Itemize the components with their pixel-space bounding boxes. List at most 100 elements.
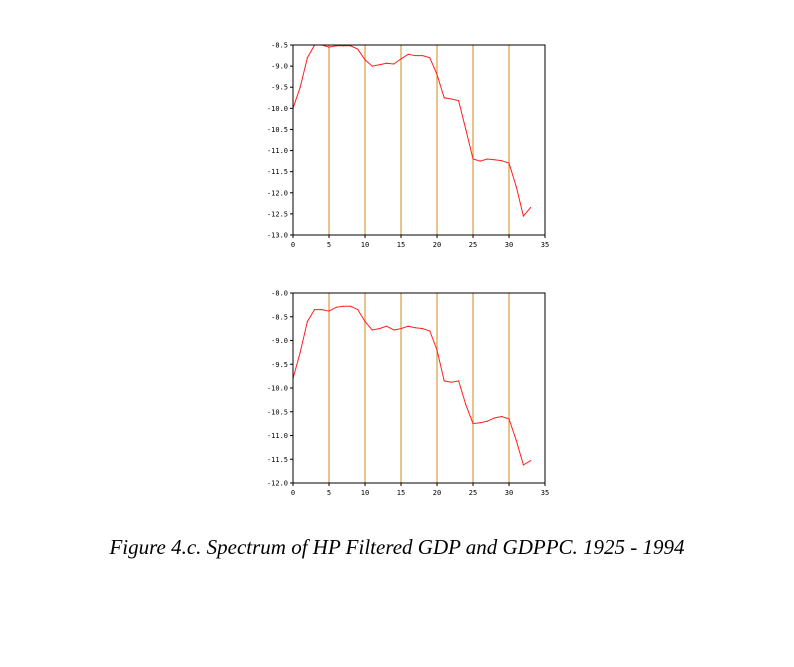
data-point [465, 128, 467, 131]
spectrum-series-line [292, 305, 531, 466]
data-point [350, 45, 352, 47]
x-tick-label: 10 [361, 489, 369, 497]
x-tick-label: 5 [327, 241, 331, 249]
y-tick-label: -11.0 [267, 147, 288, 155]
y-tick-label: -11.5 [267, 168, 288, 176]
data-point [472, 158, 474, 160]
y-tick-label: -12.0 [267, 189, 288, 197]
data-point [494, 417, 496, 419]
x-tick-label: 35 [541, 241, 549, 249]
data-point [314, 309, 316, 311]
data-point [486, 420, 488, 422]
data-point [378, 64, 380, 66]
spectrum-series-line [292, 44, 531, 218]
y-tick-label: -10.5 [267, 126, 288, 134]
data-point [371, 65, 373, 67]
x-tick-label: 15 [397, 241, 405, 249]
data-point [501, 160, 503, 162]
data-point [450, 98, 452, 100]
data-point [515, 439, 517, 441]
spectrum-chart-gdppc: -8.0 -8.5 -9.0 -9.5 -10.0 -10.5 -11.0 -11.5 -12.… [256, 286, 556, 506]
data-point [429, 330, 431, 332]
data-point [443, 380, 445, 382]
x-tick-label: 30 [505, 241, 513, 249]
data-point [422, 54, 424, 57]
data-point [522, 215, 524, 217]
data-point [357, 309, 359, 311]
data-point [393, 329, 395, 331]
y-tick-label: -12.5 [267, 210, 288, 218]
y-tick-label: -12.0 [267, 480, 288, 488]
data-point [400, 58, 402, 60]
data-point [465, 404, 467, 406]
data-point [436, 349, 438, 351]
data-point [479, 422, 481, 424]
data-point [328, 310, 330, 312]
data-point [443, 97, 445, 99]
plot-frame [292, 292, 546, 484]
data-point [386, 325, 388, 327]
x-tick-label: 15 [397, 489, 405, 497]
spectrum-chart-gdp: -8.5 -9.0 -9.5 -10.0 -10.5 -11.0 -11.5 -12.0 -12… [256, 38, 556, 258]
data-point [414, 54, 416, 57]
data-point [422, 328, 424, 330]
x-tick-label: 20 [433, 241, 441, 249]
data-point [357, 48, 359, 50]
data-point [306, 320, 308, 323]
data-point [508, 162, 510, 164]
data-point [508, 418, 510, 420]
data-point [530, 460, 532, 462]
data-point [364, 320, 366, 323]
data-point [407, 325, 409, 327]
y-tick-label: -9.5 [271, 84, 288, 92]
x-tick-label: 25 [469, 241, 477, 249]
x-tick-label: 30 [505, 489, 513, 497]
y-tick-label: -13.0 [267, 232, 288, 240]
data-point [407, 53, 409, 55]
x-tick-label: 0 [291, 241, 295, 249]
data-point [321, 309, 323, 311]
data-point [458, 380, 460, 382]
data-point [386, 62, 388, 64]
data-point [400, 328, 402, 330]
data-point [393, 63, 395, 65]
data-point [494, 159, 496, 161]
data-point [458, 100, 460, 102]
data-point [414, 327, 416, 329]
x-tick-label: 5 [327, 489, 331, 497]
y-tick-label: -8.5 [271, 42, 288, 50]
x-tick-label: 35 [541, 489, 549, 497]
data-point [350, 305, 352, 307]
data-point [515, 185, 517, 188]
chart-svg: -8.5 -9.0 -9.5 -10.0 -10.5 -11.0 -11.5 -12.0 -12… [267, 42, 549, 250]
data-point [378, 328, 380, 330]
data-point [328, 46, 330, 48]
x-tick-label: 0 [291, 489, 295, 497]
data-point [299, 351, 301, 353]
data-point [472, 423, 474, 425]
data-point [306, 57, 308, 59]
data-point [335, 45, 337, 47]
data-point [342, 45, 344, 47]
y-tick-label: -11.5 [267, 456, 288, 464]
plot-frame [292, 44, 546, 236]
y-tick-label: -8.5 [271, 313, 288, 321]
data-point [371, 329, 373, 331]
data-point [450, 381, 452, 383]
x-tick-label: 10 [361, 241, 369, 249]
y-tick-label: -9.0 [271, 63, 288, 71]
data-point [479, 160, 481, 162]
data-point [530, 206, 532, 209]
data-point [342, 305, 344, 307]
y-tick-label: -10.0 [267, 105, 288, 113]
data-point [364, 59, 366, 61]
y-tick-label: -9.0 [271, 337, 288, 345]
data-point [501, 415, 503, 418]
x-tick-label: 25 [469, 489, 477, 497]
chart-svg: -8.0 -8.5 -9.0 -9.5 -10.0 -10.5 -11.0 -11.5 -12.… [267, 290, 549, 498]
x-tick-label: 20 [433, 489, 441, 497]
y-tick-label: -9.5 [271, 361, 288, 369]
y-tick-label: -11.0 [267, 432, 288, 440]
y-tick-label: -10.5 [267, 408, 288, 416]
data-point [522, 464, 524, 466]
